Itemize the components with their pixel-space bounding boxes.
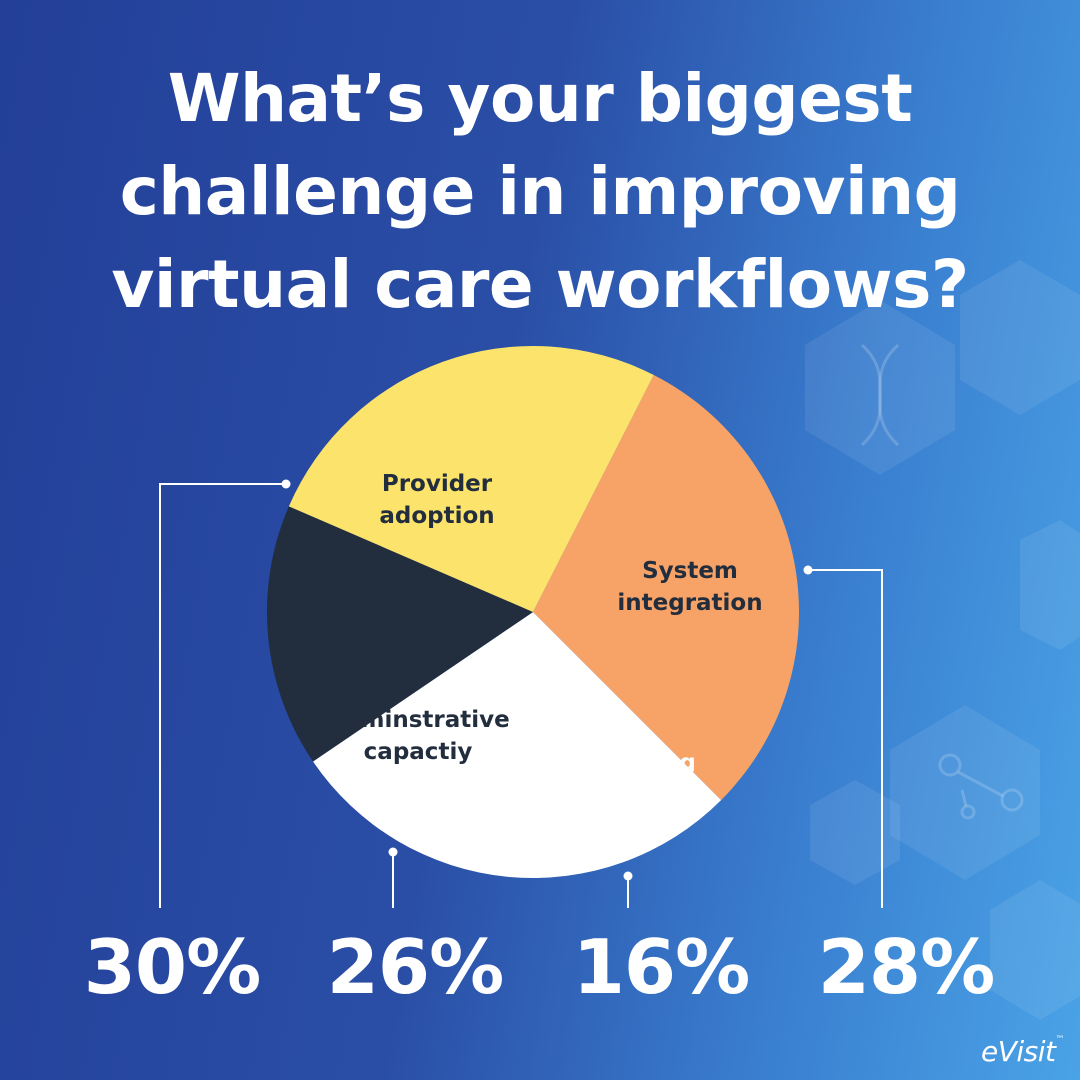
chart-title: What’s your biggest challenge in improvi… [0,52,1080,331]
hexagon-dna-icon [805,300,955,475]
label-administrative-capacity-line: capactiy [364,739,473,765]
percent-system-integration: 28% [817,923,996,1011]
label-scheduling-issues-line: issues [584,782,665,808]
evisit-logo: eVisit™ [980,1035,1064,1068]
slice-system-integration [312,612,722,878]
slice-scheduling-issues [267,506,533,762]
title-line-2: challenge in improving [119,153,961,230]
slice-provider-adoption [533,374,799,801]
percent-provider-adoption: 30% [83,923,262,1011]
label-system-integration-line: integration [617,590,762,616]
connector-system-integration [808,569,883,908]
hexagon-molecule-icon [890,705,1040,880]
title-line-3: virtual care workflows? [111,246,969,323]
label-scheduling-issues-line: Scheduling [552,750,696,776]
label-administrative-capacity-line: Adminstrative [326,707,510,733]
title-line-1: What’s your biggest [167,60,913,137]
percent-administrative-capacity: 26% [326,923,505,1011]
connector-provider-adoption [159,483,286,908]
slice-administrative-capacity [288,345,654,612]
label-system-integration-line: System [642,558,738,584]
label-provider-adoption-line: Provider [382,471,493,497]
label-administrative-capacity: Adminstrative capactiy [326,707,510,765]
label-provider-adoption: Provider adoption [379,471,494,529]
label-system-integration: System integration [617,558,762,616]
connector-provider-adoption-dot [281,479,291,489]
connector-system-integration-dot [803,565,813,575]
dna-icon [860,343,900,447]
percent-scheduling-issues: 16% [572,923,751,1011]
label-scheduling-issues: Scheduling issues [552,750,696,808]
connector-administrative-capacity-dot [388,847,398,857]
molecule-icon [938,753,962,777]
label-provider-adoption-line: adoption [379,503,494,529]
connector-scheduling-issues-dot [623,871,633,881]
